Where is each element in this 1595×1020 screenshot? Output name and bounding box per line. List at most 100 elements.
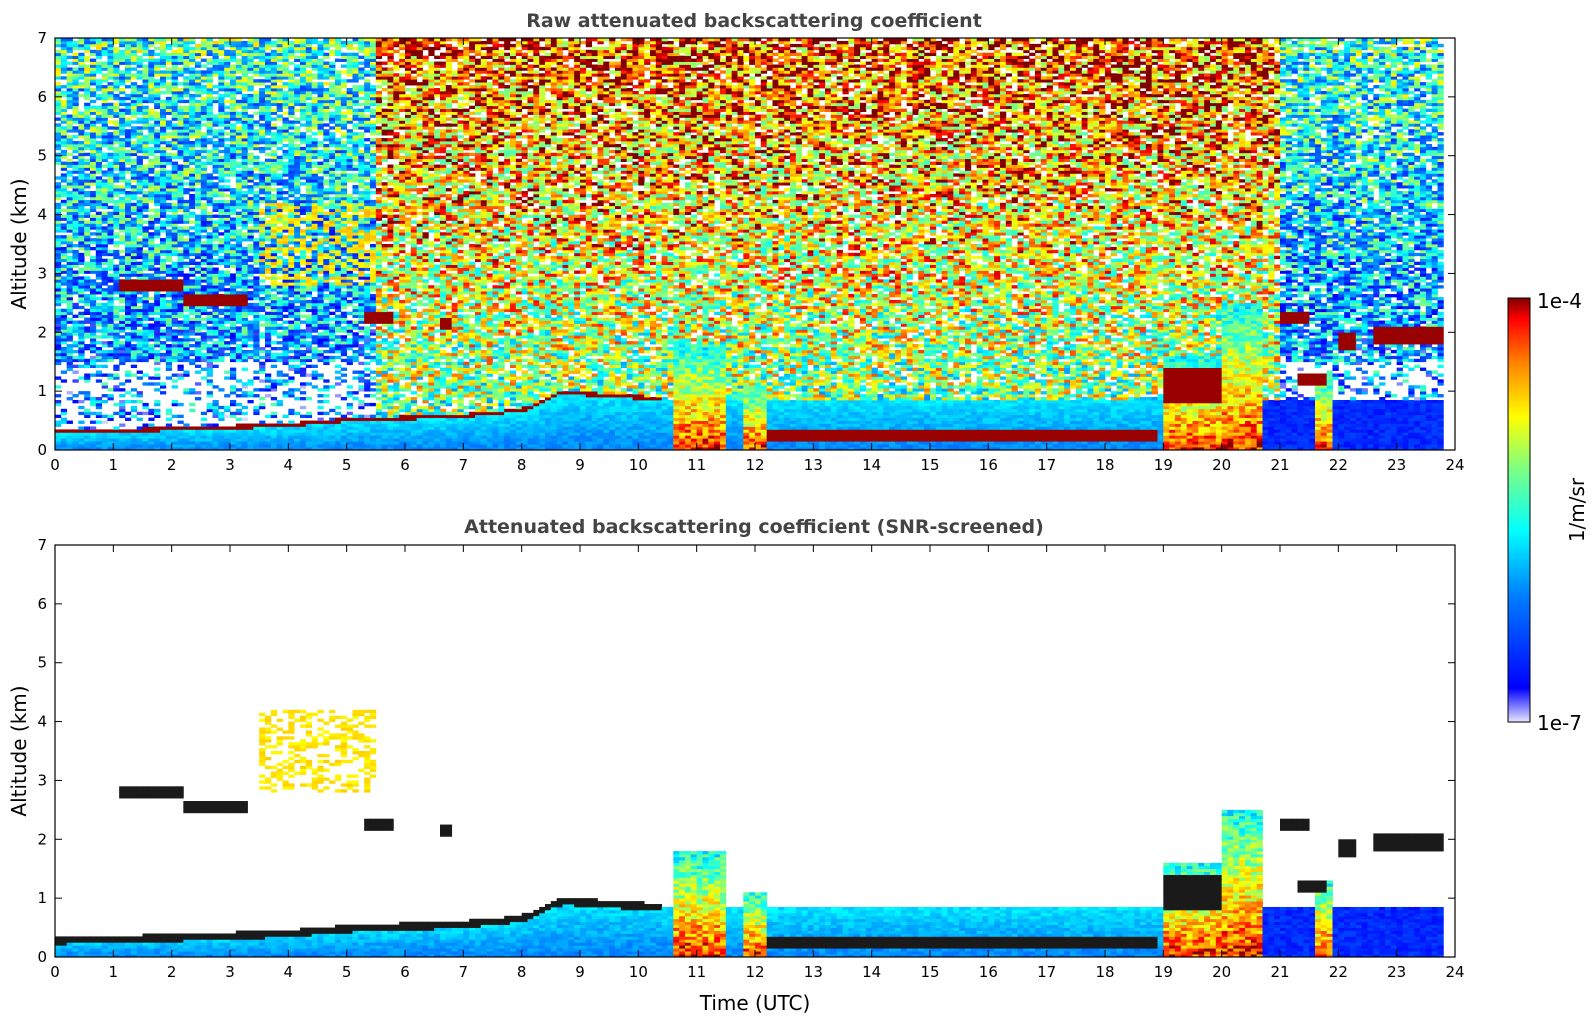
heatmap-cell <box>78 62 84 65</box>
heatmap-cell <box>84 123 90 126</box>
heatmap-cell <box>119 156 125 159</box>
heatmap-cell <box>78 197 84 200</box>
heatmap-cell <box>108 300 114 303</box>
heatmap-cell <box>108 250 114 253</box>
heatmap-cell <box>96 291 102 294</box>
heatmap-cell <box>96 365 102 368</box>
heatmap-cell <box>131 153 137 156</box>
heatmap-cell <box>55 256 61 259</box>
heatmap-cell <box>78 76 84 79</box>
heatmap-cell <box>67 318 73 321</box>
heatmap-cell <box>73 279 79 282</box>
heatmap-cell <box>67 241 73 244</box>
heatmap-cell <box>131 159 137 162</box>
heatmap-cell <box>96 297 102 300</box>
heatmap-cell <box>67 338 73 341</box>
heatmap-cell <box>73 70 79 73</box>
heatmap-cell <box>84 215 90 218</box>
heatmap-cell <box>61 106 67 109</box>
heatmap-cell <box>113 73 119 76</box>
heatmap-cell <box>108 326 114 329</box>
heatmap-cell <box>131 256 137 259</box>
heatmap-cell <box>125 300 131 303</box>
heatmap-cell <box>102 356 108 359</box>
heatmap-cell <box>102 76 108 79</box>
heatmap-cell <box>84 365 90 368</box>
heatmap-cell <box>113 194 119 197</box>
heatmap-cell <box>90 426 96 429</box>
heatmap-cell <box>55 73 61 76</box>
heatmap-cell <box>73 215 79 218</box>
heatmap-cell <box>55 70 61 73</box>
heatmap-cell <box>55 247 61 250</box>
heatmap-cell <box>67 397 73 400</box>
heatmap-cell <box>125 109 131 112</box>
heatmap-cell <box>108 188 114 191</box>
heatmap-cell <box>113 165 119 168</box>
heatmap-cell <box>102 109 108 112</box>
heatmap-cell <box>96 132 102 135</box>
heatmap-cell <box>84 332 90 335</box>
heatmap-cell <box>119 400 125 403</box>
heatmap-cell <box>55 44 61 47</box>
heatmap-cell <box>67 159 73 162</box>
heatmap-cell <box>119 356 125 359</box>
heatmap-cell <box>61 282 67 285</box>
heatmap-cell <box>55 318 61 321</box>
heatmap-cell <box>96 371 102 374</box>
heatmap-cell <box>67 88 73 91</box>
heatmap-cell <box>131 135 137 138</box>
heatmap-cell <box>108 88 114 91</box>
heatmap-cell <box>131 323 137 326</box>
heatmap-cell <box>61 173 67 176</box>
heatmap-cell <box>125 59 131 62</box>
heatmap-cell <box>108 397 114 400</box>
heatmap-cell <box>67 297 73 300</box>
heatmap-cell <box>67 179 73 182</box>
heatmap-cell <box>131 335 137 338</box>
heatmap-cell <box>131 268 137 271</box>
heatmap-cell <box>61 432 67 435</box>
heatmap-cell <box>84 344 90 347</box>
heatmap-cell <box>90 109 96 112</box>
heatmap-cell <box>78 259 84 262</box>
heatmap-cell <box>96 415 102 418</box>
heatmap-cell <box>78 165 84 168</box>
heatmap-cell <box>73 53 79 56</box>
heatmap-cell <box>84 232 90 235</box>
heatmap-cell <box>125 156 131 159</box>
heatmap-cell <box>125 103 131 106</box>
heatmap-cell <box>67 62 73 65</box>
heatmap-cell <box>125 123 131 126</box>
heatmap-cell <box>108 432 114 435</box>
heatmap-cell <box>113 153 119 156</box>
heatmap-cell <box>90 435 96 438</box>
heatmap-cell <box>78 135 84 138</box>
heatmap-cell <box>84 247 90 250</box>
heatmap-cell <box>67 362 73 365</box>
heatmap-cell <box>73 306 79 309</box>
heatmap-cell <box>113 200 119 203</box>
heatmap-cell <box>78 421 84 424</box>
heatmap-cell <box>67 303 73 306</box>
heatmap-cell <box>131 91 137 94</box>
heatmap-cell <box>96 256 102 259</box>
heatmap-cell <box>113 112 119 115</box>
heatmap-cell <box>73 94 79 97</box>
heatmap-cell <box>73 44 79 47</box>
heatmap-cell <box>84 300 90 303</box>
heatmap-cell <box>78 338 84 341</box>
heatmap-cell <box>125 412 131 415</box>
heatmap-cell <box>55 297 61 300</box>
heatmap-cell <box>108 120 114 123</box>
heatmap-cell <box>90 191 96 194</box>
heatmap-cell <box>84 50 90 53</box>
heatmap-cell <box>102 226 108 229</box>
heatmap-cell <box>96 335 102 338</box>
heatmap-cell <box>125 197 131 200</box>
heatmap-cell <box>90 265 96 268</box>
heatmap-cell <box>84 203 90 206</box>
heatmap-cell <box>119 112 125 115</box>
heatmap-cell <box>84 41 90 44</box>
heatmap-cell <box>84 159 90 162</box>
